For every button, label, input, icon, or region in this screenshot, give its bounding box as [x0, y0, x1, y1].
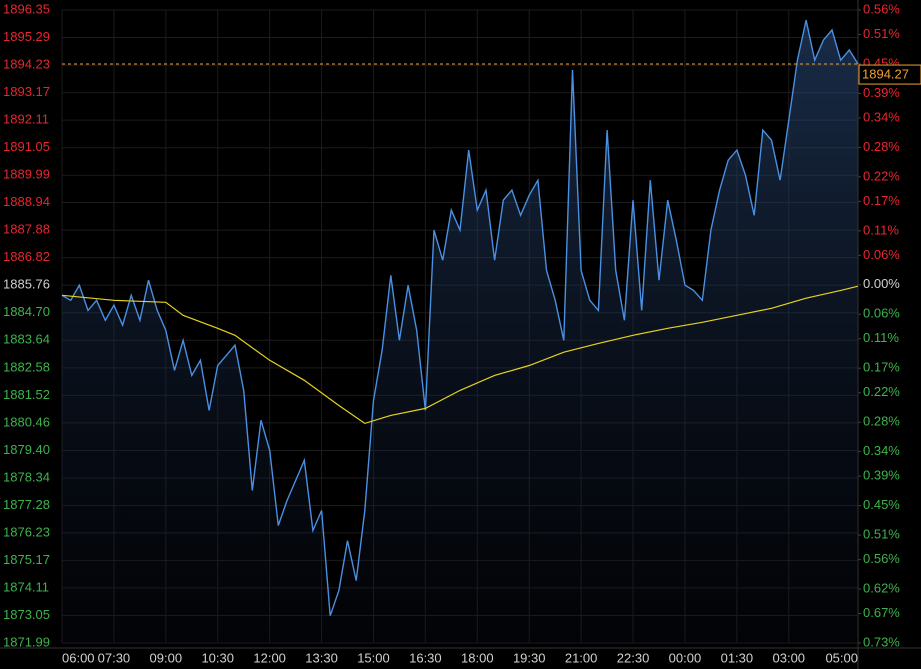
- y2-tick-label: 0.06%: [863, 247, 900, 262]
- y2-tick-label: 0.62%: [863, 580, 900, 595]
- x-tick-label: 21:00: [565, 650, 598, 665]
- y-tick-label: 1879.40: [3, 442, 50, 457]
- y2-tick-label: 0.39%: [863, 85, 900, 100]
- y-tick-label: 1877.28: [3, 497, 50, 512]
- y-tick-label: 1875.17: [3, 552, 50, 567]
- last-price-label: 1894.27: [862, 66, 909, 81]
- y-tick-label: 1884.70: [3, 304, 50, 319]
- y-tick-label: 1885.76: [3, 277, 50, 292]
- y2-tick-label: 0.17%: [863, 360, 900, 375]
- x-tick-label: 06:00: [62, 650, 95, 665]
- y2-tick-label: 0.56%: [863, 1, 900, 16]
- y2-tick-label: 0.17%: [863, 193, 900, 208]
- y-tick-label: 1873.05: [3, 607, 50, 622]
- y-tick-label: 1888.94: [3, 194, 50, 209]
- y2-tick-label: 0.67%: [863, 605, 900, 620]
- last-price-box: [858, 64, 921, 85]
- x-tick-label: 12:00: [253, 650, 286, 665]
- y2-tick-label: 0.00%: [863, 276, 900, 291]
- y-tick-label: 1893.17: [3, 84, 50, 99]
- x-tick-label: 07:30: [98, 650, 131, 665]
- x-tick-label: 19:30: [513, 650, 546, 665]
- line: [61, 19, 859, 616]
- y-tick-label: 1892.11: [3, 112, 49, 127]
- y2-tick-label: 0.51%: [863, 26, 900, 41]
- line: [61, 285, 859, 425]
- x-tick-label: 01:30: [721, 650, 754, 665]
- y2-tick-label: 0.28%: [863, 414, 900, 429]
- x-tick-label: 18:00: [461, 650, 494, 665]
- y-tick-label: 1876.23: [3, 524, 50, 539]
- y2-tick-label: 0.06%: [863, 306, 900, 321]
- y-tick-label: 1881.52: [3, 387, 50, 402]
- x-tick-label: 15:00: [357, 650, 390, 665]
- x-tick-label: 22:30: [617, 650, 650, 665]
- y2-tick-label: 0.11%: [863, 222, 899, 237]
- y-tick-label: 1894.23: [3, 57, 50, 72]
- y-tick-label: 1883.64: [3, 332, 50, 347]
- y2-tick-label: 0.34%: [863, 109, 900, 124]
- y-tick-label: 1878.34: [3, 469, 50, 484]
- y-tick-label: 1891.05: [3, 139, 50, 154]
- y2-tick-label: 0.28%: [863, 139, 900, 154]
- x-tick-label: 16:30: [409, 650, 442, 665]
- y2-tick-label: 0.22%: [863, 384, 900, 399]
- y-tick-label: 1889.99: [3, 167, 50, 182]
- y-tick-label: 1887.88: [3, 222, 50, 237]
- y-tick-label: 1895.29: [3, 29, 50, 44]
- y-tick-label: 1896.35: [3, 1, 50, 16]
- y-tick-label: 1871.99: [3, 634, 50, 649]
- x-tick-label: 05:00: [825, 650, 858, 665]
- y2-tick-label: 0.51%: [863, 526, 900, 541]
- y2-tick-label: 0.45%: [863, 497, 900, 512]
- y-tick-label: 1886.82: [3, 249, 50, 264]
- y2-tick-label: 0.11%: [863, 330, 899, 345]
- y2-tick-label: 0.39%: [863, 468, 900, 483]
- y2-tick-label: 0.56%: [863, 551, 900, 566]
- y2-tick-label: 0.34%: [863, 443, 900, 458]
- x-tick-label: 13:30: [305, 650, 338, 665]
- y-tick-label: 1880.46: [3, 414, 50, 429]
- y2-tick-label: 0.73%: [863, 634, 900, 649]
- area: [62, 20, 858, 644]
- y-tick-label: 1882.58: [3, 359, 50, 374]
- x-tick-label: 03:00: [773, 650, 806, 665]
- x-tick-label: 10:30: [201, 650, 234, 665]
- y2-tick-label: 0.22%: [863, 168, 900, 183]
- y-tick-label: 1874.11: [3, 579, 49, 594]
- x-tick-label: 09:00: [150, 650, 183, 665]
- x-tick-label: 00:00: [669, 650, 702, 665]
